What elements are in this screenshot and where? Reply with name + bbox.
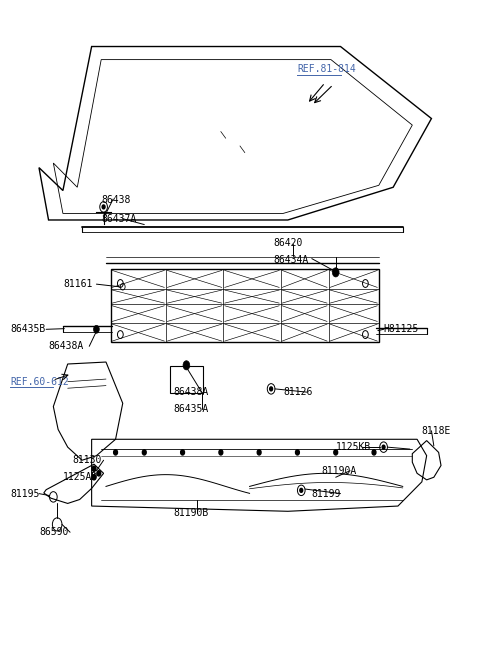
Circle shape	[180, 450, 184, 455]
Circle shape	[372, 450, 376, 455]
Text: 1125AD: 1125AD	[63, 472, 98, 482]
Circle shape	[92, 466, 96, 472]
Text: 8118E: 8118E	[422, 426, 451, 436]
Circle shape	[183, 361, 190, 370]
Text: 81199: 81199	[312, 489, 341, 499]
Text: REF.60-612: REF.60-612	[10, 377, 69, 386]
Text: 81195: 81195	[10, 489, 40, 499]
Circle shape	[143, 450, 146, 455]
Text: 81190A: 81190A	[322, 466, 357, 476]
Circle shape	[270, 387, 273, 391]
Circle shape	[97, 471, 101, 476]
Text: 1125KB: 1125KB	[336, 442, 371, 452]
Circle shape	[94, 325, 99, 333]
Circle shape	[296, 450, 300, 455]
Text: H81125: H81125	[384, 324, 419, 335]
Text: 86435B: 86435B	[10, 324, 46, 335]
Text: 86438A: 86438A	[48, 341, 84, 352]
Text: 86420: 86420	[274, 238, 303, 248]
Text: 81126: 81126	[283, 387, 312, 397]
Text: 86434A: 86434A	[274, 255, 309, 265]
Text: 81130: 81130	[72, 455, 102, 465]
Text: REF.81-814: REF.81-814	[298, 64, 356, 74]
Text: 86590: 86590	[39, 527, 68, 537]
Text: 86438A: 86438A	[173, 387, 208, 397]
Text: 86435A: 86435A	[173, 404, 208, 414]
Circle shape	[92, 475, 96, 480]
Text: 86437A: 86437A	[101, 214, 136, 224]
Text: 81161: 81161	[63, 279, 92, 289]
Text: 86438: 86438	[101, 195, 131, 205]
Circle shape	[257, 450, 261, 455]
Circle shape	[114, 450, 118, 455]
Circle shape	[102, 205, 105, 209]
Circle shape	[332, 268, 339, 277]
Text: 81190B: 81190B	[173, 508, 208, 518]
Circle shape	[219, 450, 223, 455]
Circle shape	[334, 450, 337, 455]
Circle shape	[300, 488, 303, 492]
Circle shape	[382, 445, 385, 449]
